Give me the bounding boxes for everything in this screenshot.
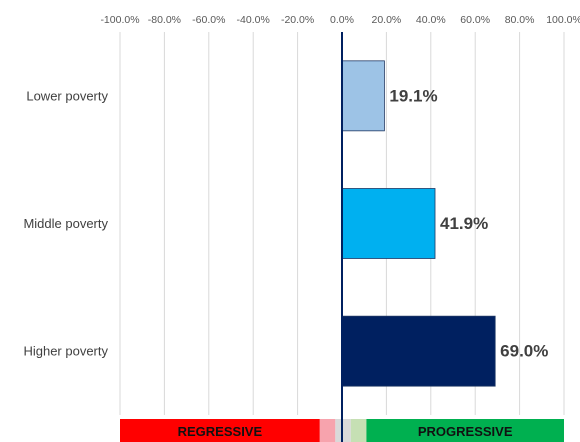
value-label: 19.1%	[389, 86, 437, 105]
y-tick-label: Lower poverty	[26, 88, 108, 103]
bar	[341, 188, 436, 259]
scale-band	[120, 419, 320, 442]
value-label: 69.0%	[500, 342, 548, 361]
y-tick-label: Higher poverty	[23, 344, 108, 359]
x-tick-label: 80.0%	[505, 14, 535, 26]
scale-band	[350, 419, 367, 442]
bar	[341, 315, 496, 387]
x-tick-label: -80.0%	[148, 14, 181, 26]
scale-band	[366, 419, 564, 442]
x-tick-label: 20.0%	[372, 14, 402, 26]
bar	[341, 60, 385, 132]
band-label: REGRESSIVE	[178, 424, 263, 439]
x-tick-label: 100.0%	[546, 14, 580, 26]
scale-band	[319, 419, 336, 442]
x-tick-label: 60.0%	[460, 14, 490, 26]
x-tick-label: 0.0%	[330, 14, 354, 26]
x-tick-label: -100.0%	[100, 14, 139, 26]
x-tick-label: -60.0%	[192, 14, 225, 26]
x-tick-label: -20.0%	[281, 14, 314, 26]
value-label: 41.9%	[440, 214, 488, 233]
y-tick-label: Middle poverty	[23, 216, 108, 231]
x-tick-label: 40.0%	[416, 14, 446, 26]
scale-band	[335, 419, 351, 442]
band-label: PROGRESSIVE	[418, 424, 513, 439]
x-tick-label: -40.0%	[237, 14, 270, 26]
